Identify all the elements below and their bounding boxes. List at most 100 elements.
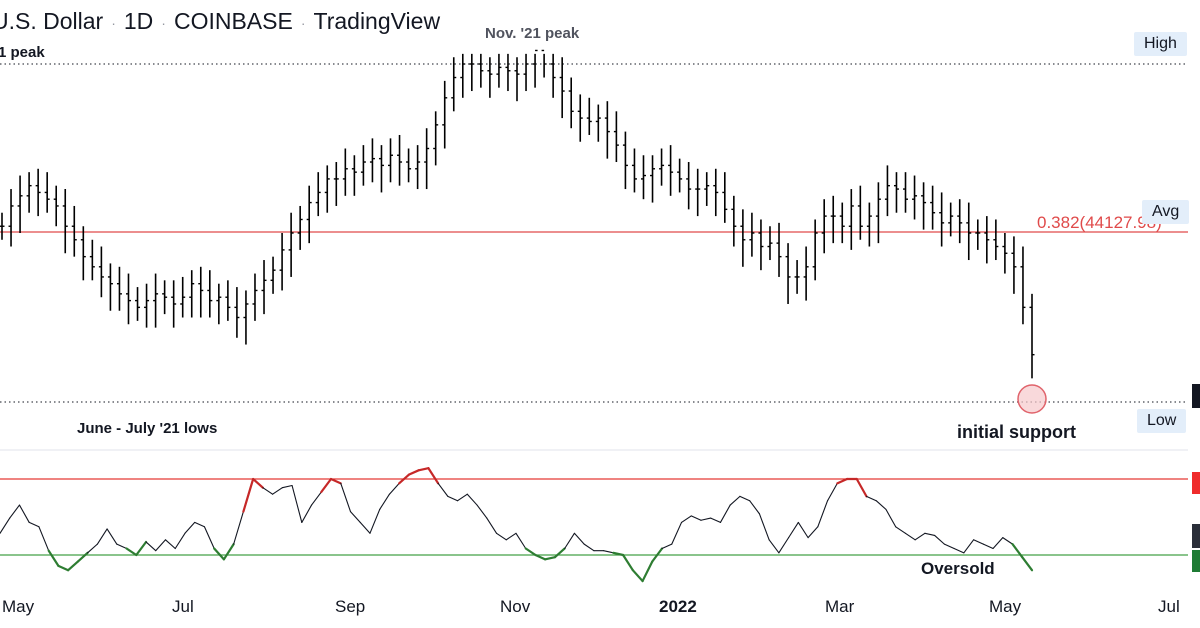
price-bar xyxy=(35,168,41,217)
rsi-segment xyxy=(1002,537,1014,545)
rsi-segment xyxy=(534,553,547,561)
price-bar xyxy=(333,162,339,206)
price-bar xyxy=(848,189,854,250)
price-bar xyxy=(740,209,746,267)
annotation-peak-left: 1 peak xyxy=(0,44,45,61)
rsi-segment xyxy=(953,547,965,554)
price-bar xyxy=(1011,236,1017,294)
price-bar xyxy=(487,57,493,98)
price-bar xyxy=(631,148,637,193)
price-bar xyxy=(378,145,384,193)
price-bar xyxy=(948,202,954,237)
price-bar xyxy=(749,212,755,257)
price-bar xyxy=(650,155,656,203)
rsi-segment xyxy=(242,477,255,513)
rsi-segment xyxy=(340,482,352,513)
price-bar xyxy=(243,290,249,345)
rsi-segment xyxy=(0,517,11,534)
rsi-segment xyxy=(719,504,731,523)
price-bar xyxy=(523,53,529,92)
support-circle-marker xyxy=(1017,384,1047,414)
rsi-segment xyxy=(125,547,138,557)
rsi-segment xyxy=(758,513,770,541)
rsi-segment xyxy=(476,504,488,519)
price-bar xyxy=(107,263,113,311)
price-bar xyxy=(884,165,890,217)
price-bar xyxy=(8,189,14,247)
price-bar xyxy=(857,185,863,240)
rsi-segment xyxy=(641,560,654,583)
rsi-segment xyxy=(262,487,274,495)
rsi-segment xyxy=(739,495,751,502)
price-bar xyxy=(713,168,719,217)
price-bar xyxy=(478,53,484,88)
rsi-segment xyxy=(47,549,60,567)
rsi-segment xyxy=(252,477,264,489)
price-bar xyxy=(586,97,592,135)
price-bar xyxy=(767,226,773,261)
rsi-segment xyxy=(515,532,527,550)
rsi-segment xyxy=(564,532,575,550)
rsi-segment xyxy=(671,521,683,545)
right-edge-marker-oversold xyxy=(1192,550,1200,572)
price-bar xyxy=(622,131,628,190)
price-bar xyxy=(830,195,836,244)
rsi-segment xyxy=(1011,543,1024,559)
fib-level-label: 0.382(44127.98) xyxy=(1037,213,1162,232)
price-bar xyxy=(469,53,475,92)
header-separator: · xyxy=(111,14,116,31)
price-bar xyxy=(722,172,728,223)
price-bar xyxy=(62,189,68,254)
price-bar xyxy=(406,148,412,183)
price-bar xyxy=(604,101,610,159)
price-bar xyxy=(162,280,168,315)
rsi-segment xyxy=(417,467,430,472)
rsi-segment xyxy=(320,477,333,494)
price-bar xyxy=(26,172,32,213)
rsi-segment xyxy=(184,521,196,534)
price-bar xyxy=(135,287,141,321)
price-bar xyxy=(116,266,122,311)
rsi-segment xyxy=(388,482,400,495)
rsi-segment xyxy=(982,543,994,550)
price-bar xyxy=(875,182,881,244)
x-tick-may: May xyxy=(2,597,35,616)
x-tick-may-2022: May xyxy=(989,597,1022,616)
rsi-segment xyxy=(661,543,673,550)
x-tick-jul: Jul xyxy=(172,597,194,616)
price-bar xyxy=(342,148,348,196)
rsi-segment xyxy=(690,515,702,521)
price-bar xyxy=(261,260,267,315)
price-bar xyxy=(957,199,963,244)
rsi-segment xyxy=(164,539,176,550)
price-bar xyxy=(234,287,240,338)
rsi-segment xyxy=(963,539,975,554)
header-interval[interactable]: 1D xyxy=(123,8,154,34)
rsi-segment xyxy=(749,500,760,515)
rsi-segment xyxy=(233,511,244,545)
rsi-segment xyxy=(272,487,283,495)
rsi-segment xyxy=(369,508,381,534)
price-bar xyxy=(153,273,159,328)
rsi-segment xyxy=(194,521,206,528)
rsi-segment xyxy=(301,504,313,523)
rsi-segment xyxy=(612,551,625,557)
price-bar xyxy=(297,205,303,250)
rsi-segment xyxy=(57,564,70,572)
price-bar xyxy=(704,172,710,206)
rsi-segment xyxy=(524,547,537,557)
price-bar xyxy=(369,138,375,183)
rsi-segment xyxy=(855,477,868,498)
price-bar xyxy=(668,145,674,196)
chart-header: U.S. Dollar · 1D · COINBASE · TradingView xyxy=(0,8,440,35)
price-bar xyxy=(839,202,845,244)
price-bar xyxy=(125,273,131,325)
rsi-segment xyxy=(836,477,849,485)
price-bar xyxy=(812,219,818,281)
right-edge-marker-price xyxy=(1192,384,1200,408)
rsi-segment xyxy=(934,534,945,545)
price-bar xyxy=(930,185,936,230)
price-bar xyxy=(1029,293,1035,379)
rsi-segment xyxy=(18,504,30,523)
